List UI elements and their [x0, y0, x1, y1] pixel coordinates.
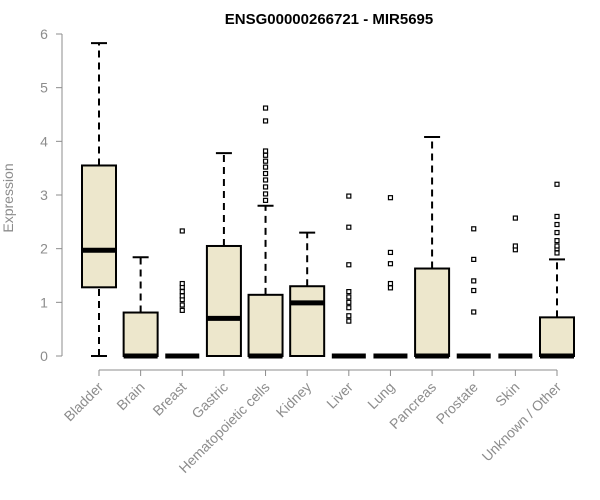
y-tick-label: 4: [40, 133, 48, 149]
outlier-point: [554, 250, 560, 256]
outlier-point: [346, 318, 352, 324]
box-iqr: [289, 285, 326, 358]
box-7: [373, 195, 408, 359]
outlier-point: [262, 170, 269, 177]
outlier-point: [346, 193, 352, 199]
box-10: [498, 215, 533, 359]
y-tick-label: 6: [40, 26, 48, 42]
outlier-point: [262, 177, 269, 183]
outlier-point: [554, 221, 560, 228]
y-tick-label: 2: [40, 241, 48, 257]
y-axis: 0 1 2 3 4 5 6: [40, 26, 63, 364]
y-tick-label: 1: [40, 294, 48, 310]
box-iqr: [414, 267, 451, 358]
box-iqr: [247, 293, 284, 358]
outlier-point: [512, 215, 518, 221]
box-iqr: [81, 164, 117, 289]
outlier-point: [262, 158, 269, 164]
box-iqr: [205, 244, 242, 358]
y-tick-label: 0: [40, 348, 48, 364]
outlier-point: [262, 184, 269, 190]
x-tick-label: Kidney: [273, 379, 315, 421]
box-9: [456, 226, 491, 359]
outlier-point: [346, 305, 352, 311]
outlier-point: [387, 285, 394, 291]
outlier-point: [554, 213, 560, 220]
outlier-point: [179, 228, 185, 234]
y-axis-label: Expression: [0, 163, 16, 232]
box-5: [289, 231, 326, 358]
y-tick-label: 5: [40, 80, 48, 96]
x-tick-label: Liver: [323, 379, 356, 412]
outlier-point: [179, 293, 185, 299]
box-series: [81, 42, 575, 359]
outlier-point: [471, 278, 477, 284]
outlier-point: [471, 309, 477, 315]
x-tick-label: Skin: [492, 379, 523, 410]
outlier-point: [471, 287, 477, 294]
outlier-point: [554, 229, 560, 236]
outlier-point: [387, 280, 394, 287]
box-8: [414, 136, 451, 359]
outlier-point: [262, 105, 269, 111]
outlier-point: [262, 152, 269, 158]
outlier-point: [179, 307, 185, 313]
box-2: [165, 228, 200, 359]
outlier-point: [554, 243, 560, 249]
outlier-point: [512, 243, 518, 249]
outlier-point: [262, 164, 269, 170]
outlier-point: [262, 118, 269, 124]
outlier-point: [471, 226, 477, 232]
outlier-point: [262, 148, 269, 154]
box-11: [539, 181, 575, 359]
outlier-point: [554, 238, 560, 244]
outlier-point: [387, 249, 394, 256]
y-tick-label: 3: [40, 187, 48, 203]
box-0: [81, 42, 117, 357]
x-tick-label: Breast: [149, 379, 189, 419]
outlier-point: [387, 195, 394, 201]
box-3: [205, 152, 242, 358]
box-6: [331, 193, 366, 359]
outlier-point: [346, 224, 352, 230]
outlier-point: [554, 181, 560, 187]
x-tick-label: Prostate: [433, 379, 481, 427]
outlier-point: [179, 289, 185, 295]
outlier-point: [179, 302, 185, 308]
x-tick-label: Unknown / Other: [479, 379, 565, 465]
outlier-point: [387, 261, 394, 267]
box-iqr: [122, 311, 159, 357]
box-iqr: [539, 316, 575, 357]
outlier-point: [262, 191, 269, 197]
box-4: [247, 105, 284, 359]
outlier-point: [179, 280, 185, 287]
outlier-point: [346, 313, 352, 319]
outlier-point: [346, 289, 352, 295]
outlier-point: [346, 299, 352, 305]
outlier-point: [262, 197, 269, 203]
x-tick-label: Brain: [113, 379, 147, 413]
box-1: [122, 256, 159, 359]
outlier-point: [346, 262, 352, 268]
x-tick-label: Lung: [364, 379, 397, 412]
outlier-point: [346, 294, 352, 300]
chart-title: ENSG00000266721 - MIR5695: [225, 11, 433, 28]
outlier-point: [471, 256, 477, 262]
x-tick-label: Bladder: [61, 379, 107, 425]
